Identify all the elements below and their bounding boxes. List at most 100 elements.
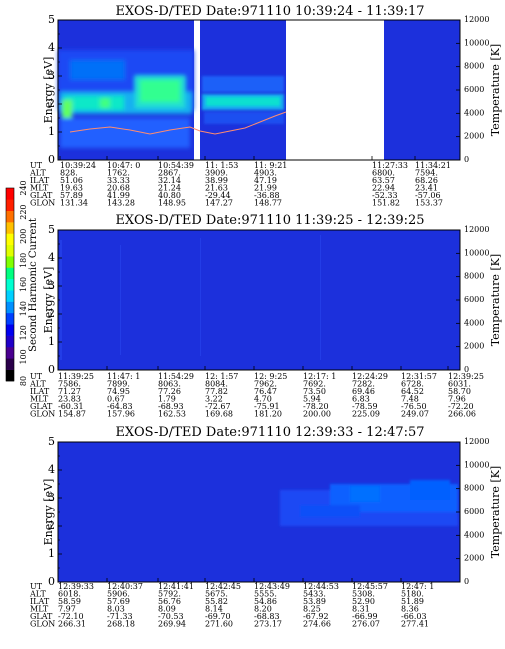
panel-1-orbit-label: MLT bbox=[30, 184, 49, 193]
panel-3-orbit-value: 266.31 bbox=[58, 620, 86, 629]
panel-2-title: EXOS-D/TED Date:971110 11:39:25 - 12:39:… bbox=[115, 213, 424, 228]
panel-3-orbit-value: 12:40:37 bbox=[107, 582, 143, 591]
panel-3-ytick-label: 0 bbox=[48, 575, 55, 588]
panel-1-orbit-label: UT bbox=[30, 161, 43, 170]
panel-2-orbit-value: 7586. bbox=[58, 380, 81, 389]
panel-2-orbit-value: 77.26 bbox=[158, 387, 181, 396]
panel-3-orbit-value: -66.03 bbox=[401, 612, 427, 621]
colorbar-frame bbox=[5, 187, 15, 382]
panel-1-plot: 0 1 2 3 4 5 0 2000 4000 6000 8000 10000 12000 bbox=[48, 13, 489, 166]
panel-3-orbit-value: 268.18 bbox=[107, 620, 135, 629]
colorbar-tick-label: 140 bbox=[19, 301, 28, 316]
panel-3-ytick-right-label: 4000 bbox=[464, 530, 484, 539]
panel-2-orbit-value: 12:39:25 bbox=[448, 372, 484, 381]
panel-1-orbit-value: 19.63 bbox=[60, 184, 83, 193]
panel-3-orbit-value: 276.07 bbox=[352, 620, 380, 629]
panel-1-orbit-label: ILAT bbox=[30, 176, 50, 185]
panel-2-ytick-label: 5 bbox=[48, 223, 55, 236]
panel-1-orbit-value: -57.06 bbox=[415, 191, 441, 200]
panel-3-orbit-label: GLAT bbox=[30, 612, 53, 621]
panel-2-orbit-value: 8084. bbox=[205, 380, 228, 389]
panel-2-orbit-value: 169.68 bbox=[205, 410, 233, 419]
panel-2-orbit-value: 58.70 bbox=[448, 387, 471, 396]
panel-3-ytick-right-label: 2000 bbox=[464, 554, 484, 563]
panel-1-orbit-value: -36.88 bbox=[254, 191, 280, 200]
panel-3-title: EXOS-D/TED Date:971110 12:39:33 - 12:47:… bbox=[115, 425, 424, 440]
panel-1-ytick-label: 2 bbox=[48, 97, 55, 110]
panel-2-ytick-right-label: 0 bbox=[464, 365, 469, 374]
panel-1-orbit-value: 10:54:39 bbox=[158, 161, 194, 170]
panel-3-orbit-value: 271.60 bbox=[205, 620, 233, 629]
panel-3-orbit-value: -68.83 bbox=[254, 612, 280, 621]
panel-2-orbit-value: -72.20 bbox=[448, 402, 474, 411]
colorbar-cell bbox=[6, 335, 14, 348]
panel-3-orbit-value: 5675. bbox=[205, 590, 228, 599]
panel-3-orbit-value: 6018. bbox=[58, 590, 81, 599]
panel-1-spectrum-a bbox=[58, 50, 194, 148]
panel-2-ytick-right-label: 6000 bbox=[464, 295, 484, 304]
panel-1-orbit-value: 21.24 bbox=[158, 184, 181, 193]
colorbar-tick-label: 220 bbox=[19, 204, 28, 219]
colorbar-ticks: 80 100 120 140 160 180 200 220 240 bbox=[19, 180, 28, 386]
panel-3-left-axis: 0 1 2 3 4 5 bbox=[48, 435, 62, 588]
panel-1-ytick-right-label: 0 bbox=[464, 155, 469, 164]
panel-3-ytick-right-label: 6000 bbox=[464, 507, 484, 516]
panel-3-ytick-label: 1 bbox=[48, 547, 55, 560]
colorbar-tick-label: 200 bbox=[19, 229, 28, 244]
panel-2-orbit-value: 12:24:29 bbox=[352, 372, 388, 381]
panel-3-orbit-value: -72.10 bbox=[58, 612, 84, 621]
panel-2-orbit-value: -72.67 bbox=[205, 402, 231, 411]
panel-2-background bbox=[58, 230, 460, 370]
panel-3-orbit-value: 5308. bbox=[352, 590, 375, 599]
panel-1-orbit-value: 32.14 bbox=[158, 176, 181, 185]
panel-3-ytick-label: 3 bbox=[48, 491, 55, 504]
panel-1-ytick-label: 1 bbox=[48, 125, 55, 138]
panel-1-orbit-value: 3909. bbox=[205, 169, 228, 178]
panel-1-orbit-value: 63.57 bbox=[372, 176, 395, 185]
panel-2-orbit-label: UT bbox=[30, 372, 43, 381]
panel-2-ytick-label: 2 bbox=[48, 307, 55, 320]
panel-3-orbit-value: 58.59 bbox=[58, 597, 81, 606]
colorbar-cell bbox=[6, 210, 14, 223]
panel-2-orbit-value: 6.83 bbox=[352, 395, 370, 404]
panel-1-ytick-label: 4 bbox=[48, 41, 55, 54]
panel-3-orbit-value: 12:42:45 bbox=[205, 582, 241, 591]
panel-1-orbit-value: 147.27 bbox=[205, 199, 233, 208]
panel-3-orbit-value: -71.33 bbox=[107, 612, 133, 621]
colorbar-cell bbox=[6, 256, 14, 268]
panel-3-orbit-value: 5180. bbox=[401, 590, 424, 599]
colorbar-cell bbox=[6, 233, 14, 246]
panel-2-orbit-label: GLON bbox=[30, 410, 55, 419]
panel-2-orbit-value: 64.52 bbox=[401, 387, 424, 396]
colorbar-tick-label: 80 bbox=[19, 376, 28, 386]
panel-1-ytick-label: 5 bbox=[48, 13, 55, 26]
panel-3-orbit-label: ILAT bbox=[30, 597, 50, 606]
panel-1-orbit-label: ALT bbox=[29, 169, 46, 178]
panel-2-orbit-value: 157.96 bbox=[107, 410, 135, 419]
panel-3-ytick-right-label: 12000 bbox=[464, 437, 489, 446]
panel-1-orbit-value: 57.89 bbox=[60, 191, 83, 200]
colorbar: 80 100 120 140 160 180 200 220 240 Second Harmon… bbox=[5, 180, 39, 386]
panel-2-orbit-value: -64.83 bbox=[107, 402, 133, 411]
panel-1-orbit-value: 2867. bbox=[158, 169, 181, 178]
panel-3-orbit-label: UT bbox=[30, 582, 43, 591]
panel-1-orbit-value: 153.37 bbox=[415, 199, 443, 208]
panel-2: EXOS-D/TED Date:971110 11:39:25 - 12:39:… bbox=[29, 213, 502, 419]
panel-1-ylabel-right: Temperature [K] bbox=[489, 44, 502, 136]
panel-1-orbit-value: 21.63 bbox=[205, 184, 228, 193]
panel-2-ytick-right-label: 2000 bbox=[464, 342, 484, 351]
panel-3-orbit-value: 12:43:49 bbox=[254, 582, 290, 591]
colorbar-cell bbox=[6, 244, 14, 257]
panel-1-ylabel: Energy [eV] bbox=[42, 57, 55, 124]
panel-3: EXOS-D/TED Date:971110 12:39:33 - 12:47:… bbox=[29, 425, 502, 629]
panel-2-orbit-value: 12: 9:25 bbox=[254, 372, 287, 381]
panel-3-orbit-value: 5433. bbox=[303, 590, 326, 599]
panel-2-orbit-value: 7899. bbox=[107, 380, 130, 389]
panel-2-orbit-label: MLT bbox=[30, 395, 49, 404]
panel-3-ytick-label: 4 bbox=[48, 463, 55, 476]
panel-2-orbit-value: 7.96 bbox=[448, 395, 466, 404]
panel-3-orbit-label: MLT bbox=[30, 605, 49, 614]
panel-3-orbit-value: 52.90 bbox=[352, 597, 375, 606]
panel-3-spectrum bbox=[280, 480, 458, 526]
panel-3-orbit-value: 8.14 bbox=[205, 605, 223, 614]
